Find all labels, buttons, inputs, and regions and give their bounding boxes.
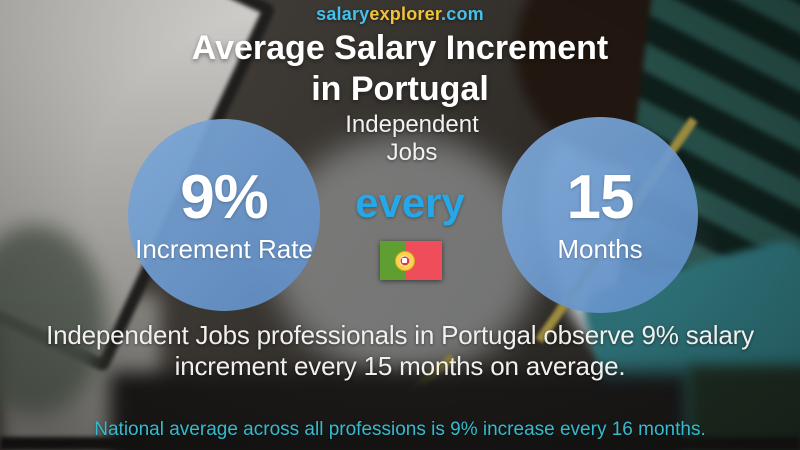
period-months-circle: 15 Months — [502, 117, 698, 313]
bottom-strip-shape — [0, 437, 800, 450]
brand-salary-text: salary — [316, 4, 370, 24]
corner-shadow-shape — [688, 365, 800, 450]
job-category-line2: Jobs — [386, 139, 438, 166]
page-title-line2: in Portugal — [311, 70, 489, 108]
period-months-label: Months — [557, 234, 643, 264]
flag-shield-dot — [402, 258, 408, 263]
flag-shield — [399, 255, 411, 266]
summary-text: Independent Jobs professionals in Portug… — [46, 320, 754, 381]
increment-rate-value: 9% — [180, 163, 269, 232]
every-connector-text: every — [355, 179, 465, 226]
national-average-footnote: National average across all professions … — [94, 419, 706, 440]
increment-rate-circle: 9% Increment Rate — [128, 119, 320, 311]
page-title: Average Salary Increment in Portugal — [0, 28, 800, 110]
flag-armillary-emblem — [394, 250, 415, 271]
portugal-flag-icon — [380, 241, 442, 280]
job-category: Independent Jobs — [327, 111, 497, 167]
site-brand: salaryexplorer.com — [0, 4, 800, 25]
brand-dotcom-text: .com — [441, 4, 484, 24]
page-title-line1: Average Salary Increment — [191, 29, 609, 67]
increment-rate-label: Increment Rate — [135, 234, 313, 264]
brand-explorer-text: explorer — [369, 4, 442, 24]
job-category-line1: Independent — [345, 111, 479, 138]
period-months-value: 15 — [566, 163, 635, 232]
